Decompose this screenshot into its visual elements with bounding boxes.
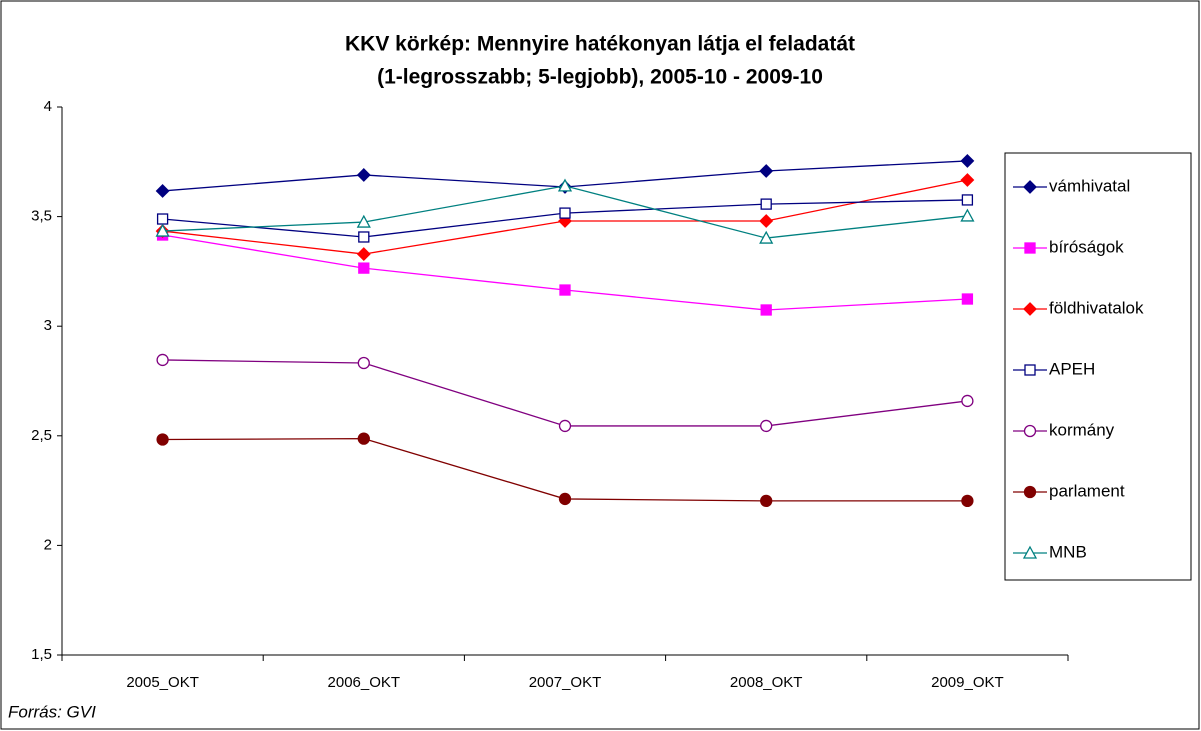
legend-label: APEH xyxy=(1049,359,1095,378)
legend-label: MNB xyxy=(1049,542,1087,561)
y-tick-label: 1,5 xyxy=(31,646,52,663)
data-point xyxy=(759,230,774,244)
legend-label: bíróságok xyxy=(1049,237,1124,256)
data-point xyxy=(156,433,169,446)
legend-marker xyxy=(1023,485,1037,499)
data-point xyxy=(961,194,974,206)
data-point xyxy=(156,353,169,367)
x-tick-label: 2008_OKT xyxy=(730,674,803,691)
x-tick-label: 2009_OKT xyxy=(931,674,1004,691)
data-point xyxy=(961,293,974,305)
data-point xyxy=(559,284,571,296)
data-point xyxy=(760,494,773,508)
legend-marker xyxy=(1023,424,1037,438)
data-point xyxy=(357,356,370,370)
data-point xyxy=(155,223,170,237)
chart-subtitle: (1-legrosszabb; 5-legjobb), 2005-10 - 20… xyxy=(377,66,823,89)
x-tick-label: 2007_OKT xyxy=(529,674,602,691)
data-point xyxy=(961,394,974,408)
data-point xyxy=(960,154,975,168)
data-point xyxy=(358,262,370,274)
data-point xyxy=(558,492,572,506)
legend-marker xyxy=(1024,364,1036,376)
data-point xyxy=(358,231,370,243)
legend-marker xyxy=(1022,545,1038,559)
data-point xyxy=(759,214,774,228)
source-note: Forrás: GVI xyxy=(8,702,96,721)
data-point xyxy=(760,304,772,316)
y-tick-label: 3 xyxy=(44,317,52,334)
chart-title: KKV körkép: Mennyire hatékonyan látja el… xyxy=(345,33,855,56)
legend-marker xyxy=(1023,302,1037,316)
legend-label: kormány xyxy=(1049,420,1115,439)
y-tick-label: 2,5 xyxy=(31,427,52,444)
x-tick-label: 2005_OKT xyxy=(126,674,199,691)
data-point xyxy=(760,419,773,433)
data-point xyxy=(559,207,571,219)
legend-box xyxy=(1004,152,1192,581)
data-point xyxy=(759,164,774,178)
legend-marker xyxy=(1024,242,1036,254)
data-point xyxy=(356,247,371,262)
data-point xyxy=(558,419,572,433)
legend-label: vámhivatal xyxy=(1049,176,1130,195)
y-tick-label: 2 xyxy=(44,536,52,553)
data-point xyxy=(760,198,772,210)
data-point xyxy=(557,178,573,192)
data-point xyxy=(357,432,370,445)
legend-marker xyxy=(1023,180,1037,194)
data-point xyxy=(960,208,975,222)
data-point xyxy=(356,168,371,182)
data-point xyxy=(356,214,371,228)
data-point xyxy=(960,173,975,187)
legend-label: földhivatalok xyxy=(1049,298,1144,317)
y-tick-label: 3,5 xyxy=(31,208,52,225)
data-point xyxy=(961,494,974,508)
data-point xyxy=(156,213,169,225)
legend-label: parlament xyxy=(1049,481,1125,500)
x-tick-label: 2006_OKT xyxy=(328,674,401,691)
y-tick-label: 4 xyxy=(44,98,52,115)
data-point xyxy=(155,184,170,198)
